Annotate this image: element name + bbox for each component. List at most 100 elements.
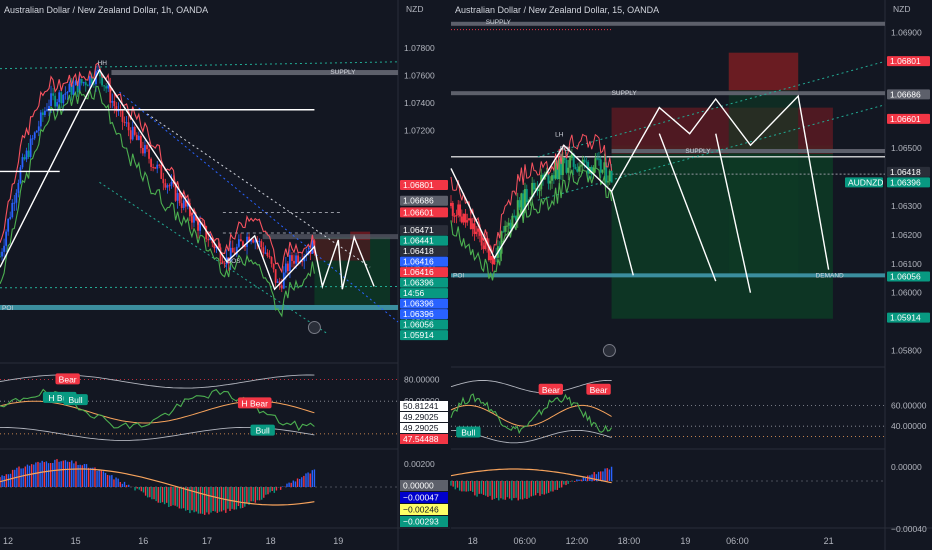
histogram-bar	[71, 460, 73, 487]
histogram-bar	[556, 481, 559, 490]
candle-body	[464, 213, 467, 223]
candle-body	[1, 251, 3, 257]
candle-body	[56, 102, 59, 107]
poi-label: POI	[2, 305, 13, 312]
candle-body	[3, 245, 5, 252]
histogram-bar	[458, 481, 461, 491]
histogram-bar	[33, 464, 35, 487]
candle-body	[160, 164, 163, 179]
histogram-bar	[539, 481, 541, 496]
left-chart-pane[interactable]: Australian Dollar / New Zealand Dollar, …	[0, 0, 450, 550]
candle-body	[576, 168, 579, 172]
histogram-bar	[571, 481, 574, 482]
price-tag-label: 1.06686	[403, 196, 434, 206]
histogram-bar	[472, 481, 474, 492]
candle-body	[142, 147, 144, 154]
candle-body	[105, 86, 108, 89]
histogram-bar	[24, 466, 27, 487]
candle-body	[148, 149, 150, 159]
candle-body	[33, 132, 36, 139]
signal-badge-label: H Bear	[241, 398, 268, 408]
supply-zone	[451, 21, 885, 26]
indicator-tag	[400, 516, 448, 527]
histogram-bar	[157, 487, 159, 503]
price-tag	[400, 277, 448, 288]
candle-body	[523, 189, 526, 211]
candle-body	[117, 109, 120, 112]
x-tick-label: 16	[138, 536, 148, 546]
x-tick-label: 21	[824, 536, 834, 546]
price-tag	[887, 177, 930, 188]
histogram-bar	[49, 463, 52, 487]
candle-body	[484, 238, 487, 250]
supply-zone	[611, 149, 885, 154]
candle-body	[103, 85, 106, 87]
cloud-lower-line	[0, 85, 315, 318]
histogram-bar	[43, 462, 46, 487]
histogram-bar	[239, 487, 242, 509]
histogram-bar	[113, 479, 115, 487]
histogram-bar	[263, 487, 265, 498]
histogram-bar	[115, 477, 117, 487]
price-tag	[400, 330, 448, 341]
supply-zone	[262, 234, 398, 240]
price-tag	[400, 235, 448, 246]
candle-body	[174, 183, 177, 201]
candle-body	[295, 255, 297, 264]
histogram-bar	[66, 461, 69, 487]
cloud-upper-line	[0, 62, 315, 274]
candle-body	[123, 121, 126, 123]
candle-body	[7, 218, 10, 232]
candle-body	[131, 126, 134, 140]
histogram-bar	[231, 487, 233, 509]
candle-body	[168, 185, 171, 187]
poi-zone	[451, 273, 885, 278]
histogram-bar	[504, 481, 506, 500]
supply-zone	[451, 91, 885, 96]
price-tag-label: 1.06396	[403, 299, 434, 309]
histogram-bar	[90, 467, 92, 487]
candle-body	[39, 112, 42, 127]
right-chart-pane[interactable]: Australian Dollar / New Zealand Dollar, …	[450, 0, 932, 550]
candle-body	[504, 225, 507, 232]
candle-body	[520, 193, 523, 208]
histogram-bar	[197, 487, 200, 514]
price-tag	[887, 312, 930, 323]
x-tick-label: 19	[333, 536, 343, 546]
candle-body	[280, 285, 283, 289]
projection-arrow	[715, 133, 752, 293]
candle-body	[457, 204, 460, 215]
histogram-bar	[311, 470, 314, 487]
candle-body	[531, 182, 534, 198]
candle-body	[29, 138, 32, 157]
signal-badge	[63, 394, 88, 406]
candle-body	[601, 169, 604, 173]
indicator-y-label: 60.00000	[891, 400, 927, 410]
candle-body	[82, 82, 85, 84]
y-tick-label: 1.07200	[404, 125, 435, 135]
candle-body	[610, 170, 613, 183]
candle-body	[78, 78, 81, 93]
histogram-bar	[309, 473, 311, 487]
y-tick-label: 1.07600	[404, 71, 435, 81]
candle-body	[480, 235, 483, 246]
signal-badge-label: H Bull	[48, 393, 71, 403]
candle-body	[534, 188, 537, 190]
histogram-bar	[193, 487, 195, 513]
candle-body	[88, 76, 91, 86]
histogram-bar	[28, 465, 31, 487]
indicator-tag-label: 49.29025	[403, 412, 439, 422]
chart-title: Australian Dollar / New Zealand Dollar, …	[455, 5, 659, 15]
histogram-bar	[77, 464, 79, 487]
supply-zone	[111, 70, 398, 76]
histogram-bar	[292, 480, 295, 487]
candle-body	[301, 261, 304, 263]
indicator-tag	[400, 412, 448, 422]
histogram-bar	[142, 487, 145, 493]
candle-body	[581, 159, 584, 166]
candle-body	[246, 236, 248, 247]
candle-body	[229, 247, 232, 264]
histogram-bar	[563, 481, 565, 485]
x-tick-label: 18:00	[618, 536, 641, 546]
candle-body	[552, 175, 555, 179]
